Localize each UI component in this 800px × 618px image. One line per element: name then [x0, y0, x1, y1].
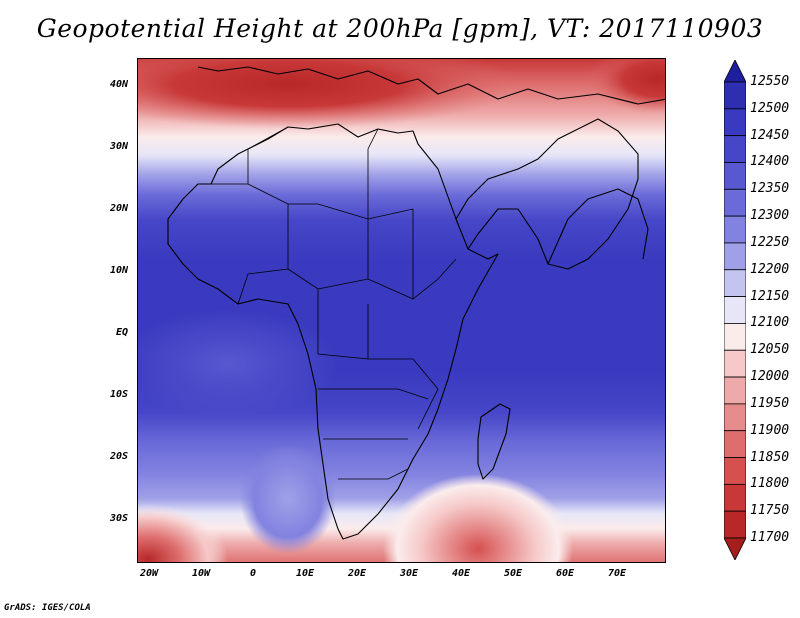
map-panel [137, 58, 666, 563]
lon-tick-label: 70E [607, 568, 627, 579]
lon-tick-label: 10E [295, 568, 315, 579]
colorbar-level-label: 12550 [750, 74, 790, 89]
south-atlantic-low [138, 504, 228, 562]
colorbar-level-label: 11700 [750, 530, 790, 545]
colorbar-level-label: 12050 [750, 342, 790, 358]
colorbar-level-label: 12500 [750, 100, 790, 116]
colorbar-bin [724, 296, 746, 324]
northeast-trough [588, 59, 665, 114]
colorbar-level-label: 12350 [750, 181, 790, 197]
colorbar-bin [724, 349, 746, 378]
lat-tick-label: 20N [109, 203, 128, 214]
colorbar-bin [724, 323, 746, 351]
colorbar-level-label: 12000 [750, 369, 790, 385]
colorbar-level-label: 12150 [750, 288, 790, 304]
lon-tick-label: 60E [555, 568, 575, 579]
lon-tick-label: 30E [399, 568, 419, 579]
colorbar-bin [724, 135, 746, 163]
lat-tick-label: 40N [109, 79, 128, 90]
colorbar-level-label: 12200 [750, 261, 790, 277]
colorbar-bin [724, 483, 746, 512]
colorbar-bin [724, 510, 746, 539]
colorbar-level-label: 11750 [750, 503, 790, 519]
africa-coastline [167, 66, 665, 540]
atlantic-ridge-patch [138, 309, 338, 419]
colorbar-bin [724, 269, 746, 297]
colorbar-level-label: 12300 [750, 208, 790, 224]
colorbar [724, 60, 746, 560]
lon-tick-label: 40E [451, 568, 471, 579]
colorbar-top-cap [724, 60, 746, 83]
lon-tick-label: 10W [191, 568, 211, 579]
lon-tick-label: 50E [503, 568, 523, 579]
colorbar-level-label: 12450 [750, 127, 790, 143]
lat-tick-label: 10N [109, 265, 128, 276]
colorbar-level-label: 11850 [750, 449, 790, 465]
country-borders [198, 126, 457, 480]
colorbar-level-label: 12100 [750, 315, 790, 331]
colorbar-bin [724, 430, 746, 458]
colorbar-bin [724, 81, 746, 110]
lat-tick-label: 10S [109, 389, 128, 400]
colorbar-bin [724, 242, 746, 271]
mediterranean-trough [138, 59, 518, 129]
lat-tick-label: 30N [109, 141, 128, 152]
colorbar-bin [724, 162, 746, 190]
colorbar-level-label: 11900 [750, 422, 790, 438]
colorbar-bottom-cap [724, 537, 746, 560]
lat-tick-label: 20S [109, 451, 128, 462]
colorbar-bin [724, 376, 746, 405]
lon-tick-label: 20W [139, 568, 159, 579]
lat-tick-label: 30S [109, 513, 128, 524]
indian-ocean-low [383, 474, 573, 562]
colorbar-level-label: 11950 [750, 395, 790, 411]
colorbar-bin [724, 457, 746, 485]
lon-tick-label: 0 [249, 568, 257, 579]
lat-tick-label: EQ [115, 327, 128, 338]
chart-title: Geopotential Height at 200hPa [gpm], VT:… [36, 14, 764, 43]
colorbar-level-label: 11800 [750, 476, 790, 492]
grads-credit: GrADS: IGES/COLA [4, 603, 91, 613]
geopotential-map [138, 59, 665, 562]
south-african-ridge [240, 444, 336, 554]
colorbar-bin [724, 215, 746, 244]
colorbar-bin [724, 188, 746, 217]
colorbar-bin [724, 403, 746, 432]
colorbar-level-label: 12400 [750, 154, 790, 170]
lon-tick-label: 20E [347, 568, 367, 579]
colorbar-bin [724, 108, 746, 137]
colorbar-level-label: 12250 [750, 234, 790, 250]
